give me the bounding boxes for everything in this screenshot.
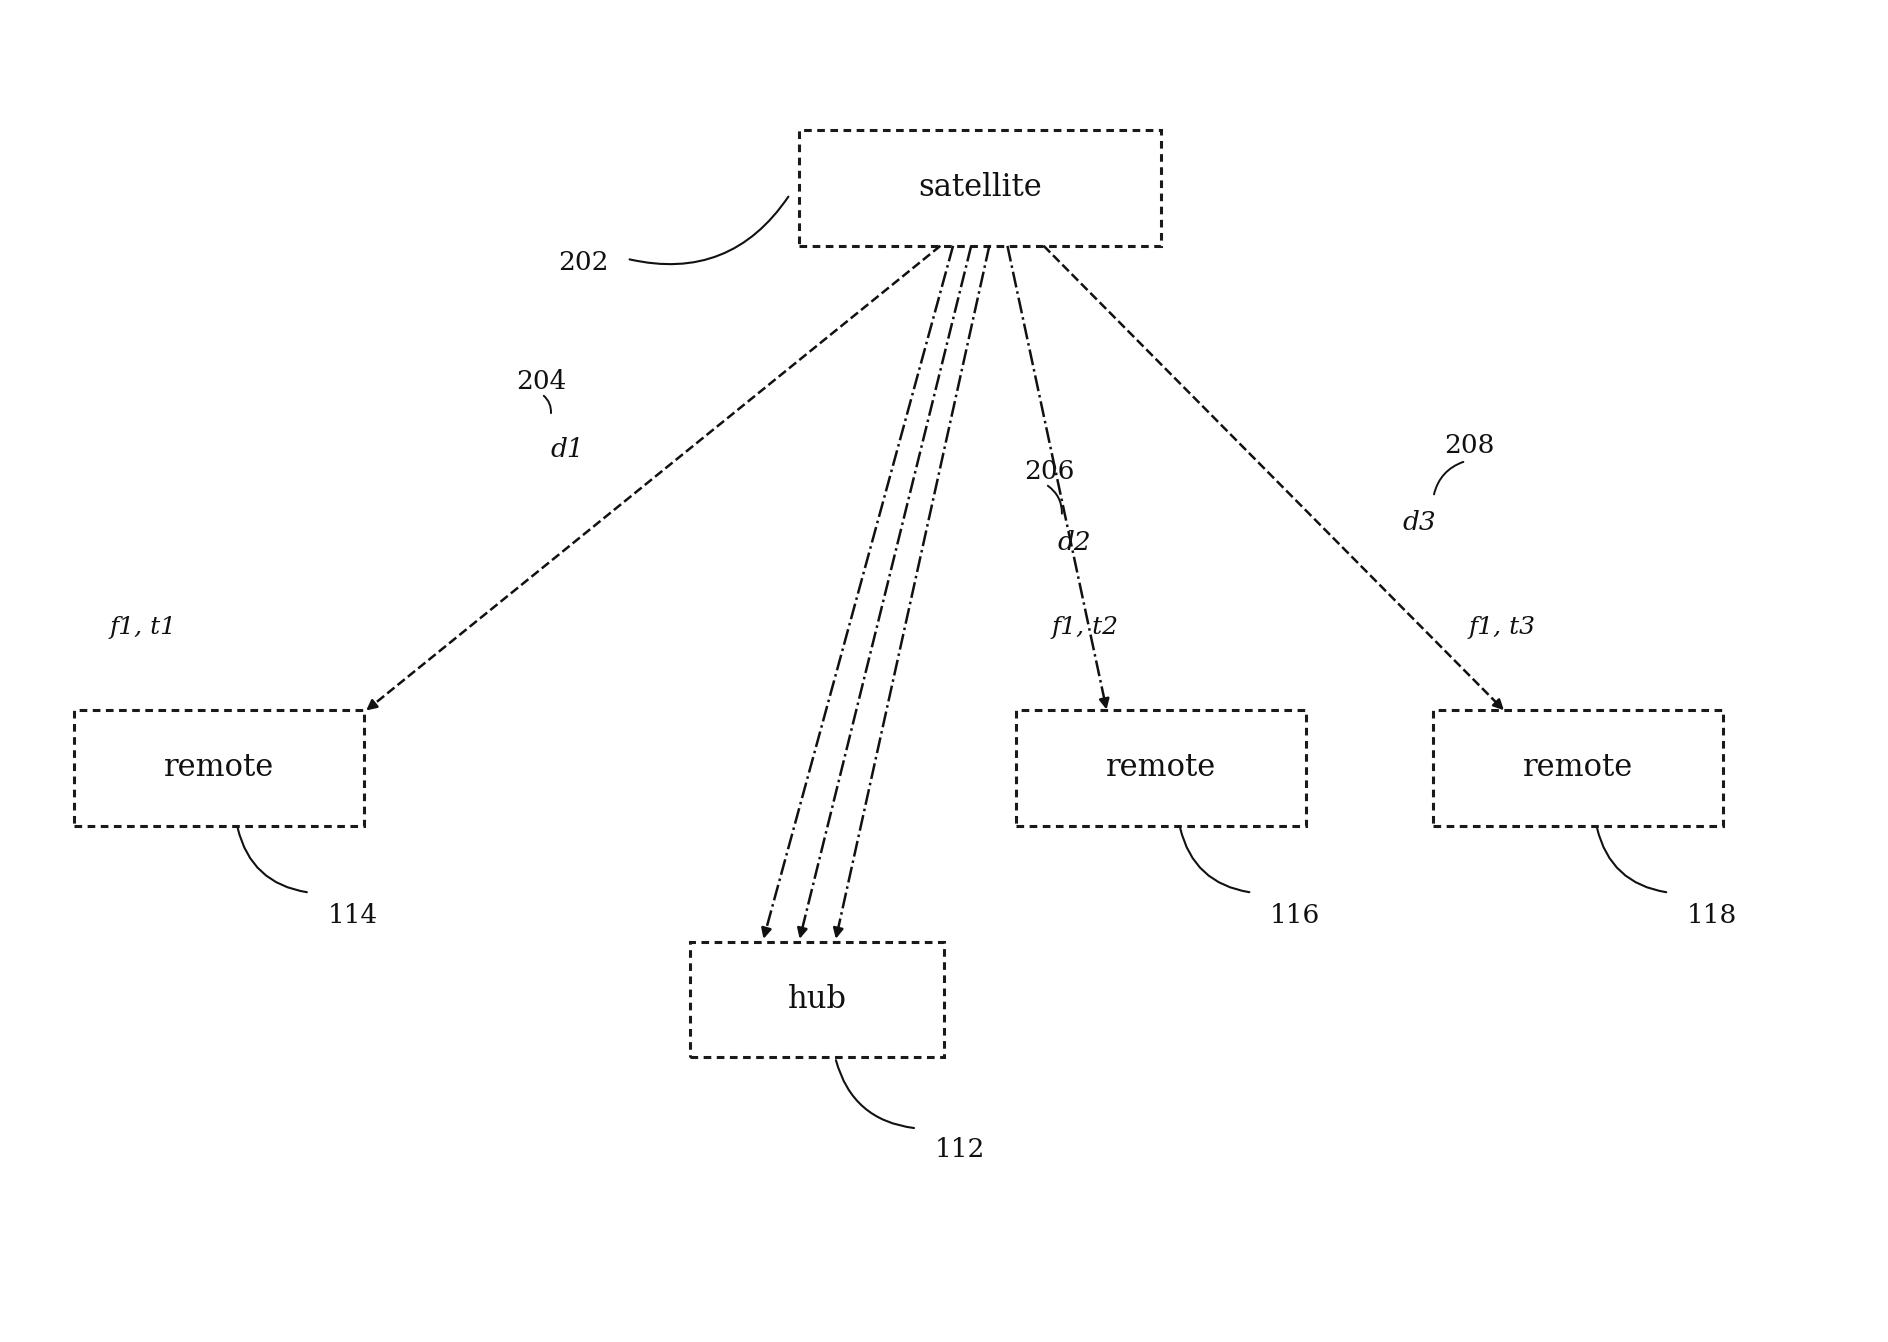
Text: 208: 208 <box>1444 433 1495 459</box>
Bar <box>74 710 364 825</box>
Text: remote: remote <box>1106 752 1216 784</box>
Text: remote: remote <box>1524 752 1633 784</box>
Text: f1, t1: f1, t1 <box>110 616 176 639</box>
Text: d1: d1 <box>549 437 583 462</box>
Bar <box>691 942 944 1057</box>
Text: 114: 114 <box>329 903 378 927</box>
Text: 206: 206 <box>1023 459 1074 484</box>
Text: hub: hub <box>787 984 846 1015</box>
Text: f1, t2: f1, t2 <box>1052 616 1120 639</box>
Bar <box>799 130 1161 246</box>
Text: remote: remote <box>164 752 274 784</box>
Text: 112: 112 <box>935 1138 986 1162</box>
Text: satellite: satellite <box>918 172 1042 204</box>
Text: d3: d3 <box>1403 510 1435 535</box>
Text: f1, t3: f1, t3 <box>1469 616 1535 639</box>
Text: 202: 202 <box>559 250 608 275</box>
Bar <box>1433 710 1724 825</box>
Text: d2: d2 <box>1057 530 1091 554</box>
Bar <box>1016 710 1306 825</box>
Text: 116: 116 <box>1271 903 1320 927</box>
Text: 204: 204 <box>517 369 566 395</box>
Text: 118: 118 <box>1688 903 1737 927</box>
